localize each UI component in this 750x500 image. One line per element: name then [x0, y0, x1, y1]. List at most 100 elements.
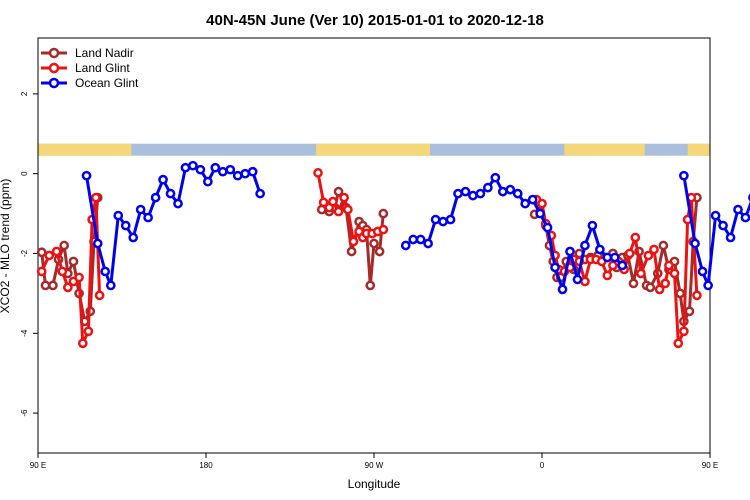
data-point	[475, 188, 486, 199]
data-point	[68, 256, 79, 267]
data-point	[318, 197, 329, 208]
series-ocean-glint	[81, 160, 750, 295]
data-point	[44, 250, 55, 261]
data-point	[703, 280, 713, 291]
data-point	[690, 238, 700, 249]
data-point	[120, 220, 131, 231]
band-land	[316, 143, 430, 156]
data-point	[595, 244, 605, 255]
data-point	[636, 268, 646, 279]
data-point	[333, 206, 344, 217]
legend-swatch-marker	[48, 47, 60, 59]
series-layer	[36, 160, 750, 349]
y-tick-label: -2	[20, 249, 29, 257]
data-point	[91, 192, 101, 203]
data-point	[505, 184, 516, 195]
data-point	[673, 338, 684, 349]
data-point	[617, 260, 628, 271]
data-point	[675, 288, 685, 299]
data-point	[733, 204, 743, 215]
data-point	[415, 234, 426, 245]
data-point	[697, 266, 708, 277]
data-point	[535, 208, 545, 219]
data-point	[378, 208, 389, 219]
data-point	[51, 246, 62, 257]
data-point	[105, 280, 116, 291]
data-point	[74, 272, 84, 283]
data-point	[580, 276, 590, 287]
data-point	[333, 186, 344, 197]
y-tick-label: 2	[20, 91, 29, 96]
data-point	[520, 198, 531, 209]
band-land	[564, 143, 645, 156]
data-point	[247, 166, 258, 177]
data-point	[369, 238, 379, 249]
data-point	[57, 266, 68, 277]
legend-label: Land Glint	[75, 61, 130, 75]
data-point	[725, 232, 736, 243]
data-point	[460, 186, 471, 197]
data-point	[165, 188, 176, 199]
data-point	[77, 338, 88, 349]
y-tick-label: 0	[20, 171, 29, 176]
data-point	[602, 252, 613, 263]
data-point	[400, 240, 411, 251]
data-point	[710, 210, 721, 221]
data-point	[512, 188, 523, 199]
data-point	[679, 326, 689, 337]
data-point	[240, 168, 251, 179]
x-tick-label: 90 E	[702, 461, 718, 470]
data-point	[328, 196, 338, 207]
data-point	[438, 216, 448, 227]
data-point	[550, 262, 560, 273]
data-point	[649, 244, 659, 255]
data-point	[365, 280, 376, 291]
data-point	[430, 214, 441, 225]
data-point	[602, 270, 613, 281]
data-point	[378, 224, 389, 235]
data-point	[59, 240, 69, 251]
data-point	[740, 212, 750, 223]
data-point	[587, 220, 598, 231]
data-point	[36, 266, 47, 277]
x-tick-label: 180	[199, 461, 213, 470]
data-point	[609, 252, 620, 263]
data-point	[63, 282, 73, 293]
data-point	[423, 238, 433, 249]
data-point	[679, 170, 689, 181]
legend-label: Ocean Glint	[75, 76, 139, 90]
data-point	[643, 250, 654, 261]
data-point	[94, 290, 105, 301]
data-point	[468, 190, 478, 201]
x-axis-label: Longitude	[348, 477, 401, 491]
data-point	[718, 220, 728, 231]
data-point	[217, 166, 228, 177]
legend-swatch-marker	[48, 77, 60, 89]
data-point	[408, 234, 419, 245]
data-point	[40, 280, 51, 291]
land-ocean-band	[38, 143, 710, 156]
legend-swatch-marker	[48, 62, 60, 74]
x-axis: 90 E 180 90 W 0 90 E	[30, 453, 718, 470]
y-tick-label: -6	[20, 409, 29, 417]
data-point	[128, 232, 139, 243]
y-tick-label: -4	[20, 329, 29, 337]
data-point	[692, 290, 702, 301]
data-point	[180, 162, 191, 173]
data-point	[658, 240, 669, 251]
series-line	[682, 175, 750, 287]
data-point	[339, 192, 349, 203]
data-point	[83, 326, 94, 337]
data-point	[255, 188, 265, 199]
data-point	[150, 192, 161, 203]
data-point	[195, 164, 206, 175]
data-point	[684, 306, 695, 317]
data-point	[343, 204, 353, 215]
data-point	[81, 170, 92, 181]
data-point	[630, 232, 641, 243]
data-point	[113, 210, 124, 221]
band-land	[687, 143, 710, 156]
